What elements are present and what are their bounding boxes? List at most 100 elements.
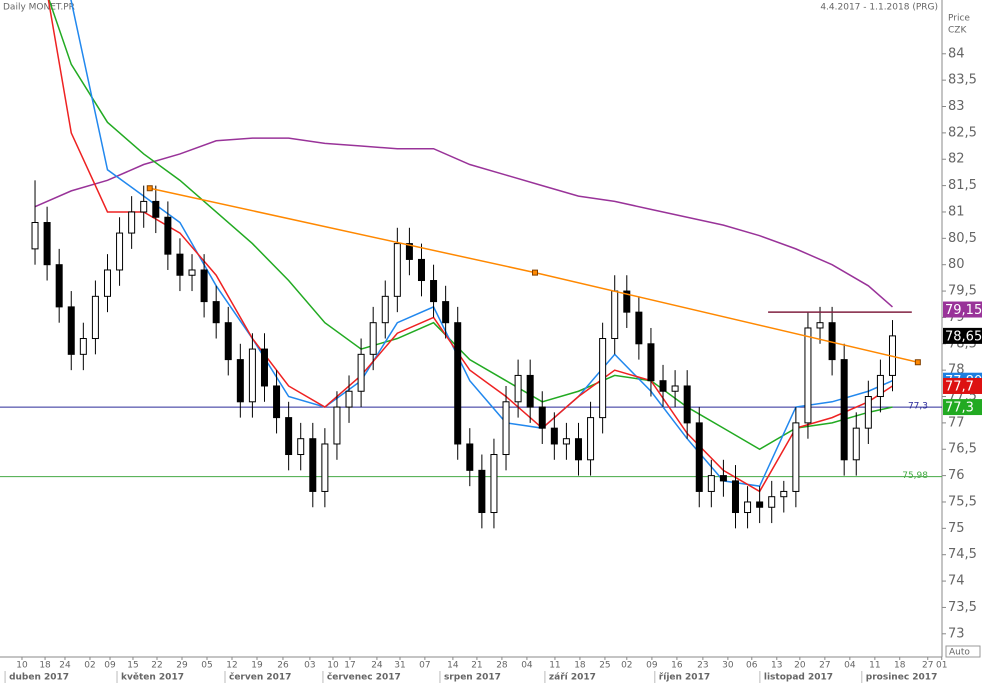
chart-subtitle: 4.4.2017 - 1.1.2018 (PRG) — [820, 3, 938, 13]
x-tick-label: 23 — [697, 661, 708, 671]
candle-body — [695, 422, 703, 492]
y-tick-label: 74,5 — [948, 547, 977, 562]
y-tick-label: 73 — [948, 626, 965, 641]
candle-body — [574, 438, 582, 461]
candle-body — [635, 311, 643, 345]
candle-body — [116, 232, 124, 271]
candle-body — [297, 438, 305, 456]
price-badge-label: 78,65 — [945, 329, 982, 344]
month-label: duben 2017 — [9, 673, 69, 683]
candle-body — [381, 295, 389, 324]
price-badge-label: 77,7 — [945, 379, 974, 394]
candle-body — [840, 359, 848, 461]
price-badge-label: 77,3 — [945, 401, 974, 416]
candle-body — [562, 438, 570, 445]
y-tick-label: 84 — [948, 46, 965, 61]
x-tick-label: 11 — [869, 661, 880, 671]
price-badge — [943, 301, 982, 318]
x-tick-label: 10 — [327, 661, 339, 671]
y-tick-label: 79,5 — [948, 284, 977, 299]
x-tick-label: 03 — [304, 661, 315, 671]
y-tick-label: 83 — [948, 99, 965, 114]
candle-body — [852, 427, 860, 461]
x-tick-label: 25 — [599, 661, 610, 671]
candle-body — [273, 385, 281, 419]
x-tick-label: 09 — [646, 661, 658, 671]
trendline-anchor — [914, 359, 921, 366]
candle-body — [212, 301, 220, 324]
candle-body — [490, 454, 498, 514]
x-tick-label: 01 — [936, 661, 947, 671]
candle-body — [550, 427, 558, 445]
candle-body — [417, 258, 425, 282]
candle-body — [719, 475, 727, 482]
candle-body — [224, 322, 232, 361]
price-badge-label: 79,15 — [945, 303, 982, 318]
y-tick-label: 80 — [948, 257, 965, 272]
x-tick-label: 02 — [621, 661, 632, 671]
y-label: Price — [948, 14, 970, 24]
candle-body — [647, 343, 655, 382]
candle-body — [454, 322, 462, 445]
candle-body — [731, 480, 739, 514]
x-tick-label: 15 — [127, 661, 138, 671]
candle-body — [611, 290, 619, 340]
candle-body — [321, 443, 329, 492]
plot-area: 77,3 75,98 — [0, 0, 942, 529]
candle-body — [285, 417, 293, 456]
x-tick-label: 02 — [84, 661, 95, 671]
candle-body — [152, 200, 160, 218]
y-tick-label: 81,5 — [948, 178, 977, 193]
candle-body — [248, 348, 256, 403]
x-tick-label: 13 — [771, 661, 782, 671]
candle-body — [756, 501, 764, 508]
x-tick-label: 12 — [226, 661, 237, 671]
x-tick-label: 30 — [722, 661, 734, 671]
candle-body — [659, 380, 667, 392]
candle-body — [816, 322, 824, 329]
x-tick-label: 26 — [277, 661, 289, 671]
candle-body — [200, 269, 208, 303]
y-tick-label: 73,5 — [948, 600, 977, 615]
candle-body — [430, 280, 438, 303]
candle-body — [103, 269, 111, 297]
y-tick-label: 75 — [948, 521, 965, 536]
x-tick-label: 18 — [39, 661, 51, 671]
candle-body — [67, 306, 75, 355]
x-tick-label: 27 — [922, 661, 933, 671]
candle-body — [526, 374, 534, 408]
scale-mode-box[interactable] — [945, 645, 981, 658]
candle-body — [91, 295, 99, 340]
candle-body — [236, 359, 244, 403]
x-tick-label: 14 — [447, 661, 459, 671]
candle-body — [707, 475, 715, 492]
x-tick-label: 27 — [819, 661, 830, 671]
price-badge — [943, 399, 982, 416]
x-tick-label: 10 — [16, 661, 28, 671]
x-tick-label: 04 — [844, 661, 856, 671]
candle-body — [309, 438, 317, 492]
moving-average — [34, 137, 893, 308]
x-tick-label: 06 — [746, 661, 758, 671]
month-label: listopad 2017 — [764, 673, 833, 683]
x-tick-label: 21 — [471, 661, 482, 671]
x-tick-label: 05 — [201, 661, 212, 671]
trendline-anchor — [532, 269, 539, 276]
candle-body — [140, 200, 148, 213]
y-tick-label: 77 — [948, 415, 965, 430]
candle-body — [43, 222, 51, 266]
candle-body — [623, 290, 631, 313]
candle-body — [792, 422, 800, 492]
x-tick-label: 04 — [521, 661, 533, 671]
price-badge — [943, 377, 982, 394]
candle-body — [442, 301, 450, 324]
month-label: červenec 2017 — [327, 672, 401, 683]
x-tick-label: 24 — [371, 661, 383, 671]
y-tick-label: 82 — [948, 152, 965, 167]
x-tick-label: 29 — [176, 661, 188, 671]
candle-body — [599, 338, 607, 419]
scale-mode[interactable]: Auto — [949, 648, 970, 658]
candle-body — [864, 396, 872, 429]
x-tick-label: 24 — [59, 661, 71, 671]
